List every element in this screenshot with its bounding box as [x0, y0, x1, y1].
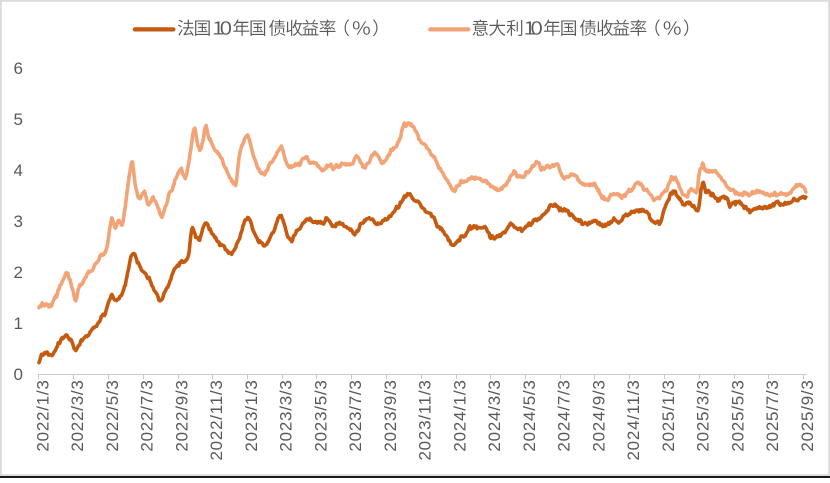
svg-text:2023/7/3: 2023/7/3 — [346, 379, 365, 451]
svg-text:2024/1/3: 2024/1/3 — [450, 379, 469, 451]
svg-text:2024/7/3: 2024/7/3 — [555, 379, 574, 451]
svg-text:6: 6 — [14, 59, 23, 78]
svg-text:2024/5/3: 2024/5/3 — [520, 379, 539, 451]
svg-text:4: 4 — [14, 161, 23, 180]
svg-text:2023/5/3: 2023/5/3 — [311, 379, 330, 451]
svg-text:2022/9/3: 2022/9/3 — [172, 379, 191, 451]
svg-text:2025/7/3: 2025/7/3 — [763, 379, 782, 451]
svg-text:2023/9/3: 2023/9/3 — [381, 379, 400, 451]
svg-text:2025/3/3: 2025/3/3 — [694, 379, 713, 451]
svg-text:0: 0 — [14, 365, 23, 384]
svg-text:2022/3/3: 2022/3/3 — [68, 379, 87, 451]
svg-text:2024/11/3: 2024/11/3 — [624, 379, 643, 460]
svg-text:2022/11/3: 2022/11/3 — [207, 379, 226, 460]
svg-text:2025/9/3: 2025/9/3 — [798, 379, 817, 451]
svg-text:1: 1 — [14, 314, 23, 333]
svg-text:2024/3/3: 2024/3/3 — [485, 379, 504, 451]
svg-text:3: 3 — [14, 212, 23, 231]
svg-text:2023/1/3: 2023/1/3 — [242, 379, 261, 451]
svg-text:2022/1/3: 2022/1/3 — [33, 379, 52, 451]
svg-text:2023/3/3: 2023/3/3 — [277, 379, 296, 451]
svg-text:2023/11/3: 2023/11/3 — [416, 379, 435, 460]
svg-text:2025/1/3: 2025/1/3 — [659, 379, 678, 451]
svg-text:2022/7/3: 2022/7/3 — [138, 379, 157, 451]
svg-text:2024/9/3: 2024/9/3 — [589, 379, 608, 451]
svg-text:2022/5/3: 2022/5/3 — [103, 379, 122, 451]
svg-text:2025/5/3: 2025/5/3 — [728, 379, 747, 451]
svg-text:5: 5 — [14, 110, 23, 129]
svg-text:2: 2 — [14, 263, 23, 282]
